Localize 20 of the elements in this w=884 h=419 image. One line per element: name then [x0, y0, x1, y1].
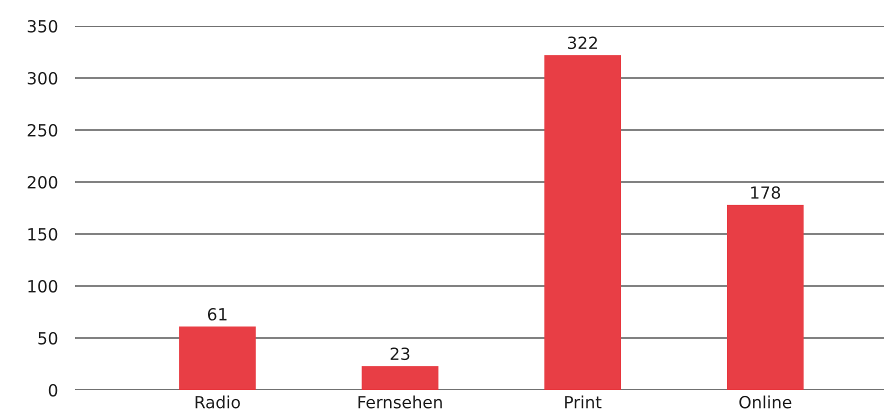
bar	[544, 55, 622, 390]
y-tick-label: 350	[28, 20, 58, 33]
x-tick-label: Print	[565, 396, 602, 408]
y-tick-label: 300	[28, 72, 58, 85]
y-tick-label: 200	[28, 176, 58, 189]
bar	[362, 366, 438, 390]
y-tick-label: 50	[38, 332, 58, 345]
data-label: 178	[751, 186, 780, 199]
x-tick-label: Online	[739, 396, 792, 408]
bar	[179, 326, 256, 390]
bar	[726, 204, 804, 390]
data-label: 23	[390, 347, 410, 360]
y-tick-label: 100	[28, 280, 58, 293]
y-tick-label: 250	[28, 124, 58, 137]
data-label: 61	[208, 308, 227, 321]
data-label: 322	[568, 36, 597, 50]
x-tick-label: Fernsehen	[358, 396, 442, 408]
x-tick-label: Radio	[196, 396, 240, 408]
y-tick-label: 0	[48, 384, 58, 397]
y-tick-label: 150	[28, 228, 58, 241]
